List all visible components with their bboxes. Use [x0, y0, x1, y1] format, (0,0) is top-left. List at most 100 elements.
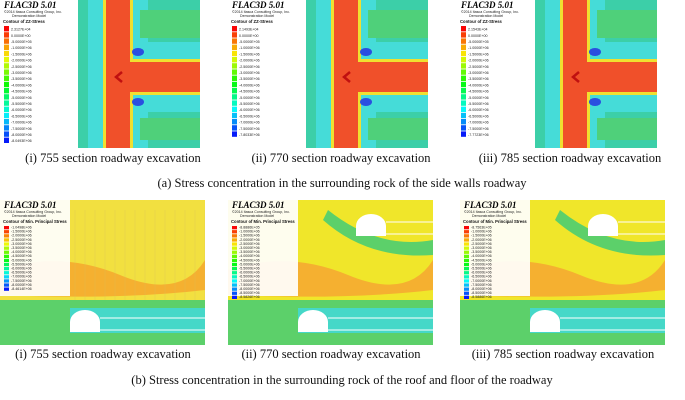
legend-swatch — [4, 238, 9, 242]
legend-label: -7.5000E+06 — [11, 127, 32, 131]
legend-swatch — [4, 50, 9, 57]
legend-label: -2.5000E+06 — [11, 238, 32, 242]
legend-swatch — [232, 63, 237, 69]
legend-label: -5.5000E+06 — [471, 267, 492, 271]
legend-swatch — [464, 230, 469, 234]
legend-swatch — [461, 100, 466, 106]
copyright: ©2014 Itasca Consulting Group, Inc. — [4, 210, 62, 214]
legend-label: -1.5000E+06 — [239, 234, 260, 238]
legend-swatch — [461, 57, 466, 63]
legend-swatch — [464, 267, 469, 271]
legend-swatch — [232, 295, 237, 299]
legend-label: -8.5000E+06 — [471, 291, 492, 295]
legend-label: -3.0000E+06 — [239, 71, 260, 75]
blue-concentration — [589, 98, 601, 106]
green-zone — [555, 210, 665, 256]
software-title: FLAC3D 5.01 — [463, 200, 517, 210]
legend-swatch — [4, 57, 9, 63]
legend-label: -5.0000E+06 — [11, 96, 32, 100]
legend-label: -6.5000E+06 — [239, 114, 260, 118]
legend-swatch — [232, 125, 237, 131]
legend-label: 0.0000E+00 — [239, 34, 259, 38]
legend-label: -1.5000E+06 — [11, 52, 32, 56]
legend-label: -4.0000E+06 — [471, 254, 492, 258]
legend-label: -3.0000E+06 — [468, 71, 489, 75]
legend-area — [457, 0, 535, 148]
legend-swatch — [232, 230, 237, 234]
group-caption: (a) Stress concentration in the surround… — [158, 176, 528, 190]
legend-swatch — [4, 26, 9, 32]
legend-label: -1.5000E+06 — [468, 52, 489, 56]
legend-label: -1.0498E+06 — [11, 226, 32, 230]
legend-label: -8.4614E+06 — [11, 287, 32, 291]
legend-label: -8.8886E+05 — [239, 226, 260, 230]
copyright: ©2014 Itasca Consulting Group, Inc. — [461, 10, 519, 14]
legend-swatch — [4, 125, 9, 131]
legend-swatch — [232, 57, 237, 63]
legend-swatch — [4, 258, 9, 263]
notch — [571, 71, 580, 83]
legend-label: -1.5000E+06 — [11, 230, 32, 234]
red-pillar — [585, 62, 657, 92]
legend-label: -4.0000E+06 — [11, 83, 32, 87]
legend-label: -7.5000E+06 — [471, 283, 492, 287]
legend-label: 2.1543E+04 — [468, 28, 488, 32]
legend-swatch — [4, 275, 9, 279]
legend-label: -1.0000E+06 — [239, 230, 260, 234]
legend-label: -3.5000E+06 — [239, 250, 260, 254]
copyright: ©2014 Itasca Consulting Group, Inc. — [232, 210, 290, 214]
software-title: FLAC3D 5.01 — [3, 200, 57, 210]
legend-swatch — [464, 283, 469, 287]
legend-area — [0, 200, 70, 296]
software-title: FLAC3D 5.01 — [3, 0, 57, 10]
legend-title: Contour of ZZ-Stress — [460, 19, 503, 24]
contour-panel — [0, 200, 205, 345]
copyright: ©2014 Itasca Consulting Group, Inc. — [4, 10, 62, 14]
legend-swatch — [232, 258, 237, 263]
legend-title: Contour of Min. Principal Stress — [231, 219, 295, 224]
legend-swatch — [4, 250, 9, 254]
legend-label: -5.5000E+06 — [11, 102, 32, 106]
legend-swatch — [4, 287, 9, 291]
software-title: FLAC3D 5.01 — [460, 0, 514, 10]
legend-label: -4.5000E+06 — [11, 90, 32, 94]
legend-label: -6.5000E+06 — [239, 275, 260, 279]
legend-swatch — [4, 100, 9, 106]
legend-label: -4.5000E+06 — [471, 258, 492, 262]
panel-caption: (i) 755 section roadway excavation — [25, 151, 201, 165]
model-name: Demonstration Model — [240, 214, 274, 218]
legend-label: -3.5000E+06 — [11, 246, 32, 250]
legend-label: -6.0000E+06 — [11, 267, 32, 271]
legend-label: -7.0000E+06 — [239, 279, 260, 283]
legend-swatch — [4, 44, 9, 50]
legend-swatch — [232, 32, 237, 38]
panel-caption: (i) 755 section roadway excavation — [15, 347, 191, 361]
legend-swatch — [4, 81, 9, 88]
contour-panel — [228, 0, 428, 148]
blue-concentration — [132, 98, 144, 106]
legend-label: -1.5000E+06 — [239, 52, 260, 56]
green-zone — [597, 118, 657, 140]
legend-label: -8.5000E+06 — [239, 291, 260, 295]
legend-label: -6.0000E+06 — [471, 271, 492, 275]
blue-concentration — [132, 48, 144, 56]
legend-swatch — [4, 112, 9, 119]
legend-label: -4.0000E+06 — [468, 83, 489, 87]
green-zone — [368, 118, 428, 140]
roadway — [588, 214, 618, 236]
legend-swatch — [461, 44, 466, 50]
legend-label: 2.3127E+04 — [11, 28, 31, 32]
legend-label: 0.0000E+00 — [468, 34, 488, 38]
red-pillar — [128, 62, 200, 92]
legend-swatch — [232, 226, 237, 230]
green-zone — [140, 118, 200, 140]
legend-swatch — [232, 246, 237, 250]
legend-swatch — [232, 291, 237, 295]
legend-swatch — [4, 63, 9, 69]
green-zone — [368, 10, 428, 38]
legend-swatch — [461, 81, 466, 88]
panel-caption: (iii) 785 section roadway excavation — [479, 151, 662, 165]
legend-swatch — [232, 81, 237, 88]
software-title: FLAC3D 5.01 — [231, 200, 285, 210]
legend-swatch — [464, 262, 469, 267]
